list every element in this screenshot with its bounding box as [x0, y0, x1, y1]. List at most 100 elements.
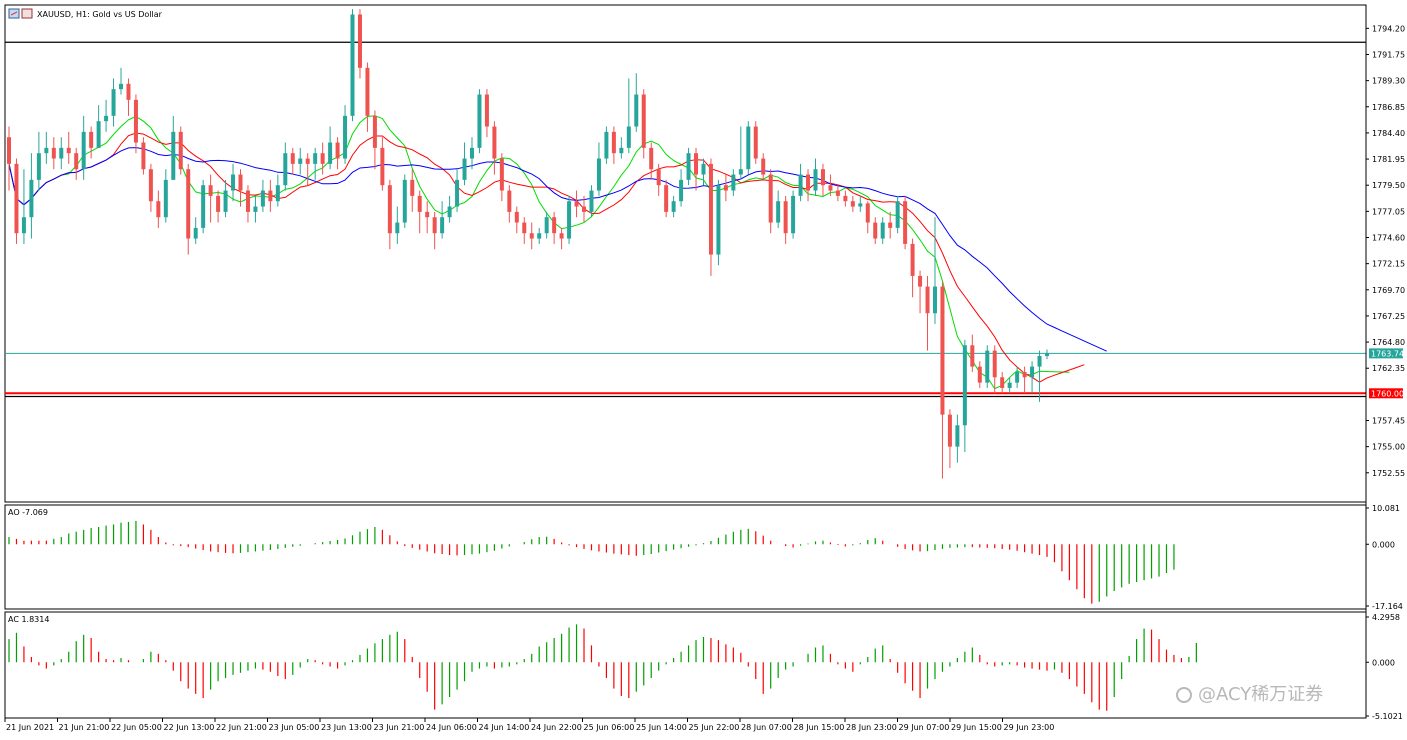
candle	[89, 126, 94, 159]
candle	[298, 147, 303, 175]
time-tick: 29 Jun 15:00	[949, 718, 1002, 732]
candle	[455, 169, 460, 212]
svg-text:1752.55: 1752.55	[1372, 469, 1405, 478]
candle	[313, 147, 318, 180]
price-tick: 1757.45	[1366, 417, 1405, 426]
candle	[753, 121, 758, 164]
svg-text:29 Jun 07:00: 29 Jun 07:00	[899, 723, 950, 732]
candle	[343, 105, 348, 164]
candle	[59, 137, 64, 170]
candle	[283, 142, 288, 191]
ao-panel[interactable]: AO -7.069 10.081 0.000 -17.164	[4, 504, 1403, 611]
ma-fast-line	[8, 115, 1070, 390]
candle	[126, 78, 131, 116]
candle	[634, 73, 639, 132]
time-tick: 22 Jun 13:00	[162, 718, 214, 732]
price-tick: 1752.55	[1366, 469, 1405, 478]
candle	[903, 195, 908, 250]
candle	[171, 115, 176, 180]
candle	[895, 195, 900, 234]
candle	[791, 190, 796, 239]
ao-tick: 10.081	[1366, 504, 1400, 513]
candle	[178, 126, 183, 175]
ac-tick: 0.000	[1366, 658, 1395, 667]
time-tick: 29 Jun 07:00	[897, 718, 950, 732]
candle	[918, 270, 923, 314]
ao-histogram	[8, 520, 1175, 604]
candle	[694, 147, 699, 191]
candle	[29, 153, 34, 239]
candle	[133, 94, 138, 154]
svg-text:1763.74: 1763.74	[1371, 349, 1404, 358]
candle	[604, 126, 609, 164]
ac-axis: 4.2958 0.000 -5.1021	[1366, 613, 1403, 721]
svg-text:10.081: 10.081	[1372, 504, 1400, 513]
price-tick: 1774.60	[1366, 233, 1405, 242]
watermark: @ACY稀万证券	[1176, 680, 1323, 706]
price-tick: 1781.95	[1366, 155, 1405, 164]
candle	[828, 174, 833, 196]
price-tick: 1767.25	[1366, 312, 1405, 321]
svg-text:1789.30: 1789.30	[1372, 77, 1405, 86]
candle	[768, 169, 773, 234]
time-tick: 21 Jun 2021	[4, 718, 54, 732]
candle	[447, 195, 452, 223]
price-tick: 1789.30	[1366, 77, 1405, 86]
svg-text:21 Jun 2021: 21 Jun 2021	[6, 723, 54, 732]
price-tick: 1784.40	[1366, 129, 1405, 138]
candle	[843, 190, 848, 207]
candle	[1045, 349, 1049, 360]
ao-tick: 0.000	[1366, 540, 1395, 549]
svg-text:29 Jun 23:00: 29 Jun 23:00	[1004, 723, 1055, 732]
price-panel[interactable]: XAUUSD, H1: Gold vs US Dollar 1794.20179…	[4, 4, 1405, 718]
candle	[552, 211, 557, 244]
candle	[268, 179, 273, 212]
time-tick: 23 Jun 21:00	[372, 718, 424, 732]
candle	[738, 126, 743, 180]
candle	[992, 345, 997, 394]
candle	[880, 217, 885, 244]
ac-histogram	[8, 624, 1197, 711]
candle	[223, 179, 228, 218]
candle	[813, 158, 818, 196]
candle	[410, 169, 415, 212]
candle	[619, 137, 624, 159]
candle	[104, 99, 109, 132]
svg-text:25 Jun 14:00: 25 Jun 14:00	[636, 723, 687, 732]
time-tick: 28 Jun 07:00	[739, 718, 792, 732]
candle	[51, 137, 56, 170]
candle	[7, 126, 11, 191]
candle	[44, 131, 49, 164]
chart-title: XAUUSD, H1: Gold vs US Dollar	[37, 10, 163, 19]
weibo-logo-icon	[1176, 687, 1192, 703]
candle	[977, 361, 982, 388]
svg-text:1755.00: 1755.00	[1372, 443, 1405, 452]
candle	[1030, 361, 1035, 394]
candle	[14, 158, 19, 244]
svg-text:-5.1021: -5.1021	[1372, 712, 1403, 721]
price-horizontal-lines	[5, 41, 1366, 398]
svg-text:1779.50: 1779.50	[1372, 181, 1405, 190]
candle	[81, 115, 86, 180]
ac-panel[interactable]: AC 1.8314 4.2958 0.000 -5.1021	[4, 611, 1403, 721]
time-tick: 24 Jun 06:00	[424, 718, 477, 732]
svg-text:1762.35: 1762.35	[1372, 364, 1405, 373]
candle	[275, 174, 280, 207]
time-tick: 28 Jun 23:00	[844, 718, 897, 732]
svg-text:1774.60: 1774.60	[1372, 233, 1405, 242]
svg-text:1786.85: 1786.85	[1372, 103, 1405, 112]
candle	[865, 201, 870, 234]
candle	[290, 147, 295, 175]
candle	[649, 142, 654, 180]
time-tick: 25 Jun 14:00	[634, 718, 687, 732]
price-tick: 1779.50	[1366, 181, 1405, 190]
candle	[74, 147, 79, 180]
time-tick: 22 Jun 21:00	[214, 718, 267, 732]
level-price-tag: 1760.00	[1369, 388, 1404, 399]
ao-panel-frame	[4, 504, 1367, 610]
price-tick: 1794.20	[1366, 24, 1405, 33]
candle	[402, 174, 407, 228]
price-tick: 1786.85	[1366, 103, 1405, 112]
current-price-tag: 1763.74	[1369, 348, 1404, 359]
candle	[1015, 366, 1020, 388]
